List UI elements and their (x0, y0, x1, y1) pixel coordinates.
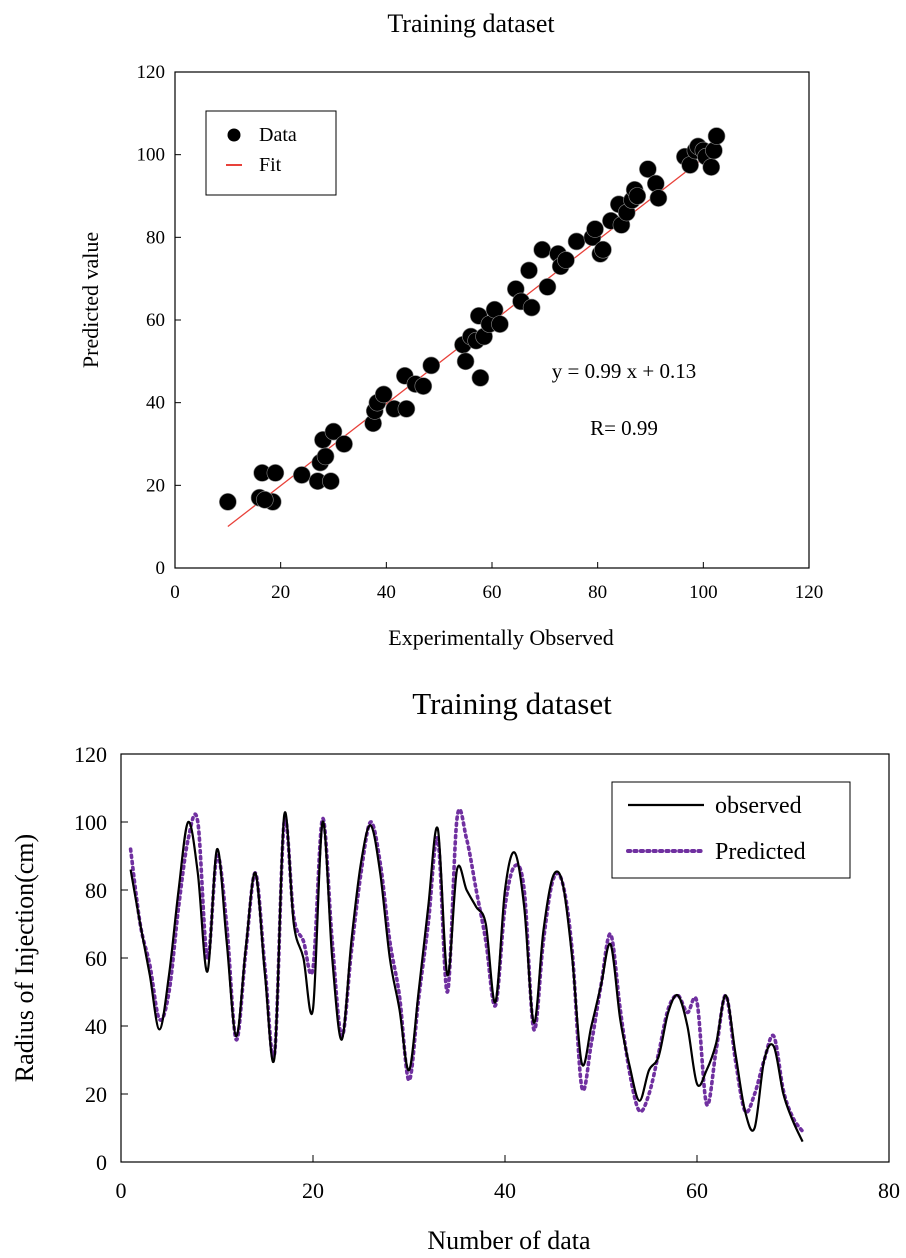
chart1-data-point (414, 377, 433, 395)
chart1-x-tick-label: 20 (271, 582, 290, 603)
chart2-legend-observed-label: observed (715, 793, 802, 819)
chart1-data-point (471, 369, 490, 387)
chart1-data-point (256, 490, 274, 509)
chart1-x-tick-label: 100 (689, 582, 718, 603)
chart1-data-point (522, 298, 541, 317)
chart2-y-tick-label: 60 (85, 946, 107, 971)
chart1-data-point (533, 240, 551, 259)
line-chart: Training dataset 0 20 40 60 80 100 120 0 20 40 60… (10, 686, 900, 1255)
chart1-y-tick-label: 40 (146, 393, 165, 414)
chart2-legend: observed Predicted (611, 781, 851, 879)
chart1-y-tick-label: 20 (146, 475, 165, 496)
chart1-y-axis-label: Predicted value (78, 232, 103, 368)
chart1-x-tick-label: 80 (588, 582, 607, 603)
chart1-data-point (456, 352, 475, 371)
chart2-y-tick-label: 20 (85, 1082, 107, 1107)
chart1-y-tick-label: 80 (146, 227, 165, 248)
chart1-x-ticks: 0 20 40 60 80 100 120 (170, 562, 823, 603)
chart1-data-point (628, 187, 647, 205)
chart1-data-point (266, 464, 285, 482)
chart2-y-tick-label: 80 (85, 878, 107, 903)
chart1-y-tick-label: 60 (146, 310, 165, 331)
chart2-y-axis-label: Radius of Injection(cm) (10, 834, 39, 1082)
chart1-r-annotation: R= 0.99 (590, 416, 658, 440)
chart2-x-tick-label: 20 (302, 1178, 324, 1203)
chart1-x-tick-label: 0 (170, 582, 180, 603)
scatter-chart: Training dataset 0 20 40 60 80 100 120 0 20 40 60… (78, 9, 823, 650)
chart1-points-layer (219, 127, 726, 511)
chart1-legend-box (205, 110, 337, 196)
chart1-legend-fit-label: Fit (259, 154, 282, 176)
chart1-data-point (335, 435, 353, 453)
chart1-data-point (567, 232, 586, 251)
chart2-y-tick-label: 120 (74, 742, 107, 767)
chart2-legend-predicted-label: Predicted (715, 839, 806, 865)
chart1-data-point (649, 189, 668, 207)
chart2-legend-box (611, 781, 851, 879)
chart1-data-point (594, 240, 612, 259)
chart2-y-tick-label: 0 (96, 1150, 107, 1175)
chart1-data-point (316, 447, 335, 466)
chart2-x-tick-label: 0 (116, 1178, 127, 1203)
chart2-x-tick-label: 80 (878, 1178, 900, 1203)
chart1-data-point (324, 422, 343, 441)
chart2-y-tick-label: 40 (85, 1014, 107, 1039)
chart2-x-ticks: 0 20 40 60 80 (116, 1155, 900, 1203)
chart1-data-point (557, 251, 575, 269)
chart1-data-point (397, 400, 416, 418)
chart1-data-point (292, 466, 311, 484)
chart1-legend-data-marker (227, 128, 241, 142)
chart1-data-point (520, 261, 538, 280)
chart1-x-tick-label: 40 (377, 582, 396, 603)
chart2-series-layer (128, 807, 805, 1143)
chart1-data-point (705, 141, 723, 160)
chart2-x-tick-label: 40 (494, 1178, 516, 1203)
chart2-y-tick-label: 100 (74, 810, 107, 835)
chart1-y-tick-label: 120 (137, 62, 166, 83)
chart1-y-ticks: 0 20 40 60 80 100 120 (137, 62, 181, 579)
chart1-legend: Data Fit (205, 110, 337, 196)
chart1-data-point (702, 158, 721, 176)
chart1-data-point (374, 385, 393, 404)
chart1-data-point (646, 174, 665, 193)
chart1-legend-data-label: Data (259, 124, 297, 146)
chart1-data-point (322, 472, 340, 491)
chart1-x-tick-label: 120 (795, 582, 824, 603)
chart2-x-axis-label: Number of data (427, 1226, 591, 1255)
chart1-data-point (639, 160, 657, 178)
chart2-x-tick-label: 60 (686, 1178, 708, 1203)
chart1-data-point (586, 220, 604, 238)
chart2-series-observed-line (129, 811, 804, 1143)
chart1-title: Training dataset (387, 9, 555, 38)
chart2-y-ticks: 0 20 40 60 80 100 120 (74, 742, 128, 1175)
chart1-data-point (491, 315, 509, 333)
chart1-data-point (219, 493, 237, 511)
chart1-y-tick-label: 0 (156, 558, 166, 579)
chart1-equation-annotation: y = 0.99 x + 0.13 (552, 359, 696, 383)
chart1-x-tick-label: 60 (483, 582, 502, 603)
chart1-y-tick-label: 100 (137, 145, 166, 166)
chart1-x-axis-label: Experimentally Observed (388, 625, 613, 650)
chart1-data-point (538, 278, 557, 296)
chart1-data-point (422, 356, 441, 375)
chart1-data-point (707, 127, 726, 145)
chart2-title: Training dataset (412, 686, 612, 721)
